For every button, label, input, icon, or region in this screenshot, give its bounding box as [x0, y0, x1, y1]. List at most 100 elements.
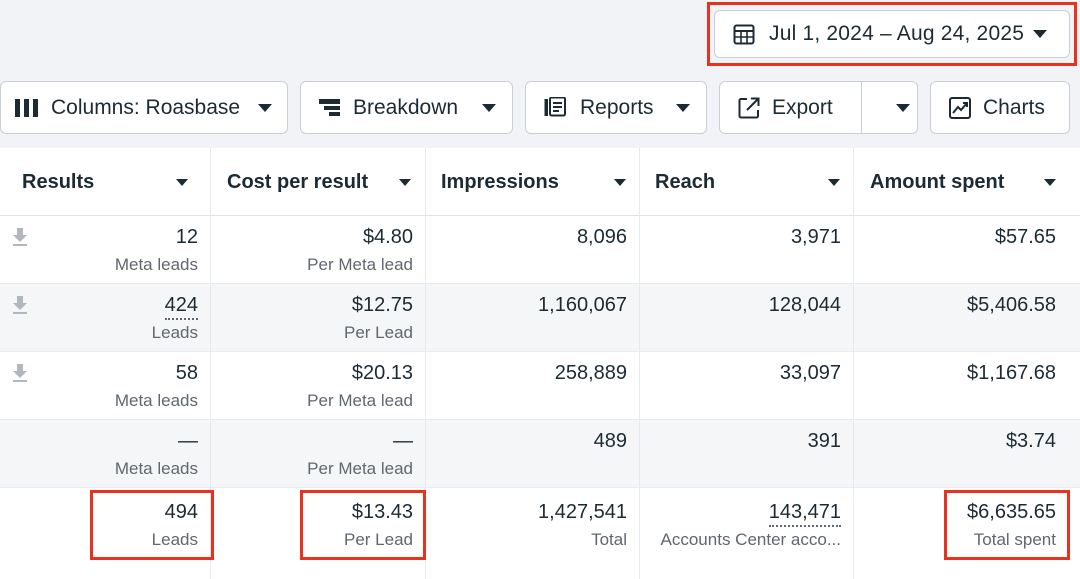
- cost-type: Per Meta lead: [307, 255, 413, 274]
- reports-button[interactable]: Reports: [525, 81, 707, 134]
- impressions-cell: 489: [426, 420, 640, 487]
- reach-value: 128,044: [768, 294, 841, 316]
- cost-cell: $20.13 Per Meta lead: [211, 352, 426, 419]
- chart-icon: [949, 96, 971, 119]
- download-icon[interactable]: [12, 296, 28, 314]
- cost-total-type: Per Lead: [344, 530, 413, 549]
- chevron-down-icon[interactable]: [176, 179, 188, 186]
- reach-total[interactable]: 143,471: [768, 501, 841, 527]
- toolbar: Columns: Roasbase Breakdown Reports Expo…: [0, 70, 1080, 148]
- impressions-total: 1,427,541: [538, 501, 627, 523]
- spent-cell: $1,167.68: [854, 352, 1080, 419]
- table-row[interactable]: 424 Leads $12.75 Per Lead 1,160,067 128,…: [0, 284, 1080, 352]
- reports-icon: [544, 96, 566, 116]
- table-row[interactable]: 58 Meta leads $20.13 Per Meta lead 258,8…: [0, 352, 1080, 420]
- columns-icon: [15, 98, 38, 117]
- cost-type: Per Meta lead: [307, 459, 413, 478]
- chevron-down-icon: [1033, 30, 1047, 38]
- impressions-total-cell: 1,427,541 Total: [426, 488, 640, 579]
- spent-total-type: Total spent: [973, 530, 1056, 549]
- impressions-value: 489: [593, 430, 627, 452]
- column-header-cost-per-result[interactable]: Cost per result: [211, 148, 426, 216]
- export-icon: [738, 97, 760, 118]
- impressions-cell: 8,096: [426, 216, 640, 283]
- columns-button[interactable]: Columns: Roasbase: [0, 81, 288, 134]
- cost-value: $4.80: [362, 226, 413, 248]
- top-bar: Jul 1, 2024 – Aug 24, 2025: [0, 0, 1080, 70]
- results-value: —: [178, 430, 198, 452]
- impressions-total-type: Total: [591, 530, 627, 549]
- export-label: Export: [772, 95, 833, 119]
- column-header-results[interactable]: Results: [0, 148, 211, 216]
- header-label: Reach: [655, 171, 716, 193]
- results-value: 58: [175, 362, 198, 384]
- results-total-cell: 494 Leads: [0, 488, 211, 579]
- column-header-amount-spent[interactable]: Amount spent: [854, 148, 1080, 216]
- calendar-icon: [733, 24, 755, 45]
- breakdown-button[interactable]: Breakdown: [300, 81, 513, 134]
- reach-value: 3,971: [790, 226, 841, 248]
- cost-total: $13.43: [351, 501, 413, 523]
- cost-value: $12.75: [351, 294, 413, 316]
- data-table: Results Cost per result Impressions Reac…: [0, 148, 1080, 579]
- reach-cell: 33,097: [640, 352, 854, 419]
- cost-value: $20.13: [351, 362, 413, 384]
- results-cell: — Meta leads: [0, 420, 211, 487]
- column-header-reach[interactable]: Reach: [640, 148, 854, 216]
- results-type: Leads: [151, 323, 198, 342]
- impressions-value: 1,160,067: [538, 294, 627, 316]
- date-range-label: Jul 1, 2024 – Aug 24, 2025: [769, 22, 1025, 45]
- columns-label: Columns: Roasbase: [51, 95, 241, 119]
- cost-type: Per Lead: [344, 323, 413, 342]
- column-header-impressions[interactable]: Impressions: [426, 148, 640, 216]
- breakdown-label: Breakdown: [353, 95, 459, 119]
- chevron-down-icon[interactable]: [1044, 179, 1056, 186]
- spent-total: $6,635.65: [967, 501, 1056, 523]
- table-row[interactable]: — Meta leads — Per Meta lead 489 391 $3.…: [0, 420, 1080, 488]
- reach-total-cell: 143,471 Accounts Center acco...: [640, 488, 854, 579]
- reach-value: 391: [807, 430, 841, 452]
- chevron-down-icon: [258, 103, 273, 112]
- chevron-down-icon: [482, 103, 497, 112]
- spent-value: $1,167.68: [967, 362, 1056, 384]
- impressions-cell: 258,889: [426, 352, 640, 419]
- cost-value: —: [393, 430, 413, 452]
- download-icon[interactable]: [12, 364, 28, 382]
- reports-label: Reports: [580, 95, 654, 119]
- spent-value: $5,406.58: [967, 294, 1056, 316]
- cost-type: Per Meta lead: [307, 391, 413, 410]
- date-range-picker[interactable]: Jul 1, 2024 – Aug 24, 2025: [714, 10, 1070, 58]
- chevron-down-icon[interactable]: [614, 179, 626, 186]
- spent-total-cell: $6,635.65 Total spent: [854, 488, 1080, 579]
- results-type: Meta leads: [114, 459, 198, 478]
- breakdown-icon: [319, 98, 340, 116]
- header-label: Cost per result: [227, 171, 369, 193]
- results-cell: 12 Meta leads: [0, 216, 211, 283]
- impressions-cell: 1,160,067: [426, 284, 640, 351]
- cost-cell: $12.75 Per Lead: [211, 284, 426, 351]
- header-label: Amount spent: [870, 171, 1005, 193]
- download-icon[interactable]: [12, 228, 28, 246]
- reach-total-type: Accounts Center acco...: [660, 530, 841, 549]
- reach-cell: 3,971: [640, 216, 854, 283]
- charts-label: Charts: [983, 95, 1045, 119]
- chevron-down-icon[interactable]: [399, 179, 411, 186]
- spent-cell: $3.74: [854, 420, 1080, 487]
- results-value: 12: [175, 226, 198, 248]
- table-row[interactable]: 12 Meta leads $4.80 Per Meta lead 8,096 …: [0, 216, 1080, 284]
- charts-button[interactable]: Charts: [930, 81, 1070, 134]
- cost-total-cell: $13.43 Per Lead: [211, 488, 426, 579]
- reach-value: 33,097: [779, 362, 841, 384]
- export-dropdown-icon[interactable]: [896, 104, 910, 112]
- results-total-type: Leads: [151, 530, 198, 549]
- spent-cell: $57.65: [854, 216, 1080, 283]
- header-label: Results: [22, 171, 95, 193]
- export-button[interactable]: Export: [719, 81, 918, 134]
- chevron-down-icon[interactable]: [828, 179, 840, 186]
- cost-cell: — Per Meta lead: [211, 420, 426, 487]
- results-value[interactable]: 424: [164, 294, 198, 320]
- cost-cell: $4.80 Per Meta lead: [211, 216, 426, 283]
- results-type: Meta leads: [114, 255, 198, 274]
- reach-cell: 128,044: [640, 284, 854, 351]
- chevron-down-icon: [675, 103, 690, 112]
